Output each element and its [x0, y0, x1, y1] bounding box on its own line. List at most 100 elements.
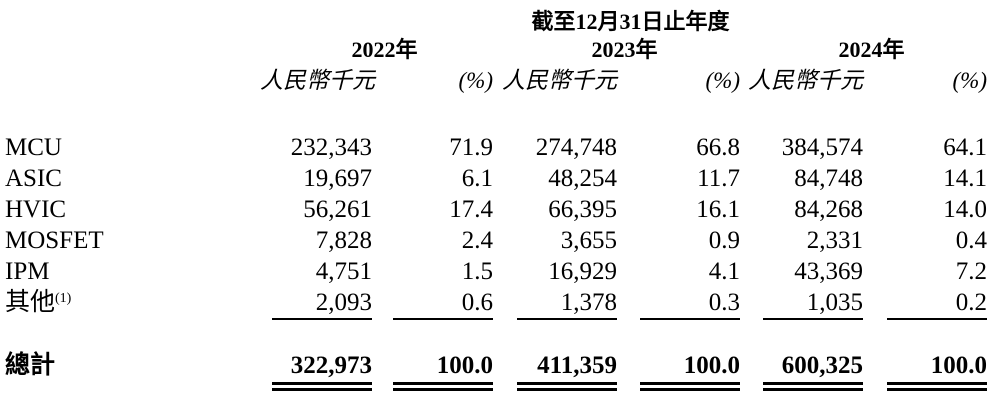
total-percent-2024: 100.0 [930, 352, 987, 379]
amount-2023: 66,395 [548, 196, 617, 223]
rule-cell [740, 382, 863, 391]
product-label: IPM [5, 258, 50, 285]
amount-2024: 384,574 [781, 134, 863, 161]
single-rule [393, 318, 493, 320]
total-rule-row [0, 382, 1000, 391]
total-label: 總計 [5, 352, 56, 379]
percent-2023: 4.1 [708, 258, 740, 285]
total-percent-2022: 100.0 [436, 352, 493, 379]
rule-spacer [0, 318, 260, 326]
double-rule [517, 382, 617, 391]
rule-spacer [0, 382, 260, 391]
product-label: ASIC [5, 165, 62, 192]
total-amount-2022: 322,973 [290, 352, 372, 379]
single-rule [272, 318, 372, 320]
rule-cell [863, 382, 987, 391]
table-row-hvic: HVIC 56,261 17.4 66,395 16.1 84,268 14.0 [0, 194, 1000, 225]
single-rule [517, 318, 617, 320]
column-header-amount-2023: 人民幣千元 [502, 68, 617, 93]
amount-2023: 16,929 [548, 258, 617, 285]
footnote-marker: (1) [55, 291, 72, 306]
rule-cell [260, 318, 372, 326]
table-row-mcu: MCU 232,343 71.9 274,748 66.8 384,574 64… [0, 132, 1000, 163]
amount-2022: 232,343 [290, 134, 372, 161]
rule-cell [617, 318, 740, 326]
percent-2022: 71.9 [449, 134, 493, 161]
product-label-text: 其他 [5, 289, 56, 316]
table-row-asic: ASIC 19,697 6.1 48,254 11.7 84,748 14.1 [0, 163, 1000, 194]
rule-cell [617, 382, 740, 391]
double-rule [640, 382, 740, 391]
table-row-mosfet: MOSFET 7,828 2.4 3,655 0.9 2,331 0.4 [0, 225, 1000, 256]
single-rule [887, 318, 987, 320]
double-rule [393, 382, 493, 391]
percent-2024: 14.0 [943, 196, 987, 223]
rule-cell [372, 382, 493, 391]
percent-2022: 6.1 [461, 165, 493, 192]
rule-cell [740, 318, 863, 326]
table-row-others: 其他(1) 2,093 0.6 1,378 0.3 1,035 0.2 [0, 287, 1000, 318]
rule-cell [493, 318, 617, 326]
percent-2024: 0.4 [955, 227, 987, 254]
product-label: MOSFET [5, 227, 104, 254]
column-header-amount-2024: 人民幣千元 [748, 68, 863, 93]
amount-2022: 4,751 [315, 258, 372, 285]
amount-2024: 84,268 [794, 196, 863, 223]
double-rule [887, 382, 987, 391]
amount-2024: 2,331 [806, 227, 863, 254]
table-row-total: 總計 322,973 100.0 411,359 100.0 600,325 1… [0, 352, 1000, 380]
year-header-row: 2022年 2023年 2024年 [0, 36, 1000, 64]
double-rule [272, 382, 372, 391]
amount-2022: 56,261 [303, 196, 372, 223]
year-header-2022: 2022年 [351, 37, 418, 62]
amount-2023: 274,748 [535, 134, 617, 161]
single-rule [763, 318, 863, 320]
year-header-spacer [0, 36, 260, 64]
rule-cell [372, 318, 493, 326]
double-rule [763, 382, 863, 391]
percent-2023: 16.1 [696, 196, 740, 223]
column-header-row: 人民幣千元 (%) 人民幣千元 (%) 人民幣千元 (%) [0, 64, 1000, 98]
rule-cell [493, 382, 617, 391]
amount-2024: 43,369 [794, 258, 863, 285]
percent-2024: 64.1 [943, 134, 987, 161]
subtotal-rule-row [0, 318, 1000, 326]
percent-2022: 0.6 [461, 289, 493, 316]
percent-2023: 0.3 [708, 289, 740, 316]
period-title: 截至12月31日止年度 [531, 9, 730, 34]
amount-2023: 1,378 [560, 289, 617, 316]
percent-2024: 7.2 [955, 258, 987, 285]
percent-2022: 17.4 [449, 196, 493, 223]
percent-2023: 11.7 [697, 165, 740, 192]
year-header-2024: 2024年 [838, 37, 905, 62]
product-label: HVIC [5, 196, 67, 223]
amount-2024: 1,035 [806, 289, 863, 316]
percent-2024: 14.1 [943, 165, 987, 192]
year-header-2023: 2023年 [591, 37, 658, 62]
amount-2022: 2,093 [315, 289, 372, 316]
column-header-spacer [0, 64, 260, 98]
amount-2023: 48,254 [548, 165, 617, 192]
product-label: MCU [5, 134, 62, 161]
percent-2022: 2.4 [461, 227, 493, 254]
column-header-percent-2024: (%) [952, 68, 987, 93]
percent-2024: 0.2 [955, 289, 987, 316]
single-rule [640, 318, 740, 320]
amount-2022: 19,697 [303, 165, 372, 192]
percent-2022: 1.5 [461, 258, 493, 285]
column-header-percent-2023: (%) [705, 68, 740, 93]
product-label: 其他(1) [0, 287, 260, 318]
amount-2023: 3,655 [560, 227, 617, 254]
percent-2023: 66.8 [696, 134, 740, 161]
table-header-period-row: 截至12月31日止年度 [0, 8, 1000, 36]
column-header-percent-2022: (%) [458, 68, 493, 93]
percent-2023: 0.9 [708, 227, 740, 254]
total-percent-2023: 100.0 [683, 352, 740, 379]
total-amount-2024: 600,325 [781, 352, 863, 379]
amount-2024: 84,748 [794, 165, 863, 192]
amount-2022: 7,828 [315, 227, 372, 254]
total-amount-2023: 411,359 [537, 352, 617, 379]
header-body-gap [0, 98, 1000, 132]
column-header-amount-2022: 人民幣千元 [260, 68, 375, 93]
